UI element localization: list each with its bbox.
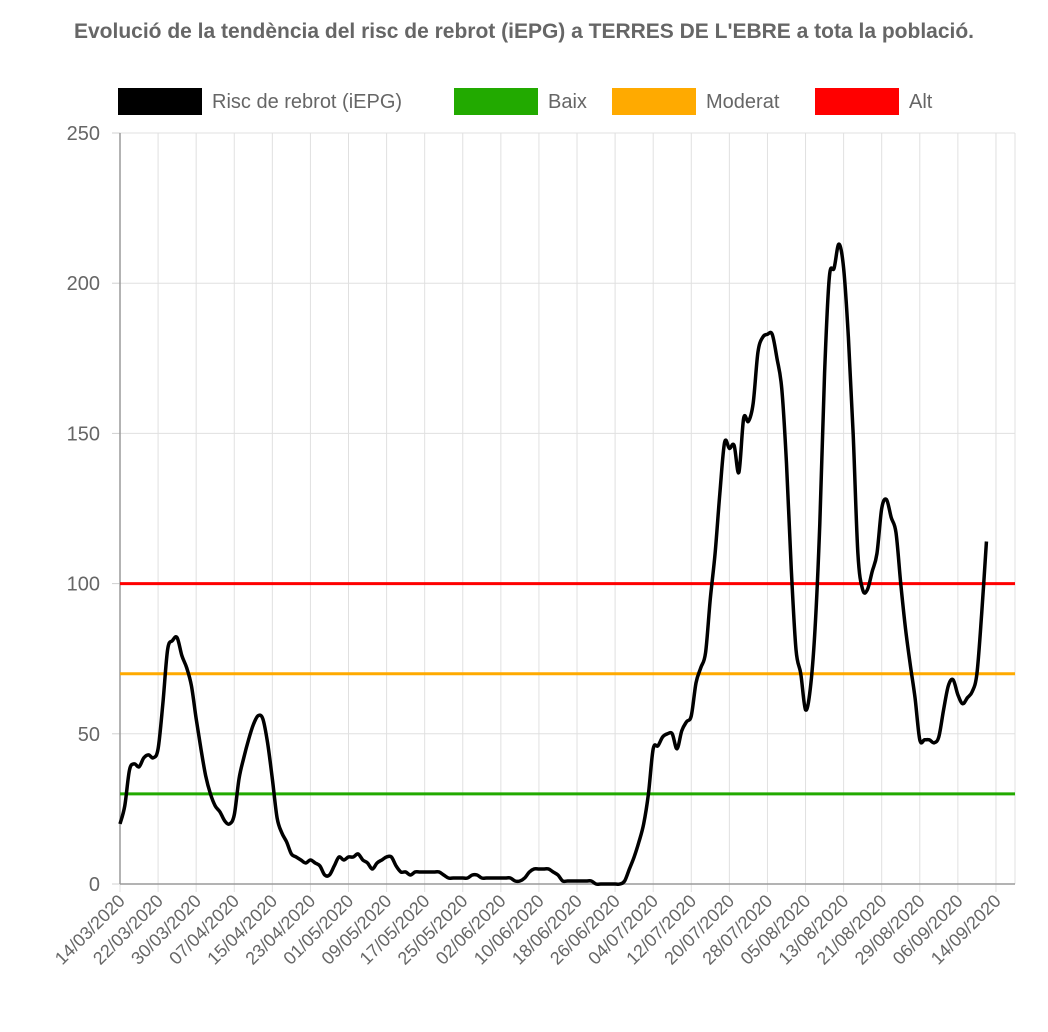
y-tick-label: 100	[67, 574, 100, 596]
y-tick-label: 50	[78, 724, 100, 746]
chart-title: Evolució de la tendència del risc de reb…	[73, 20, 975, 43]
legend-label: Alt	[909, 91, 933, 113]
threshold-lines	[120, 582, 1015, 796]
y-tick-label: 200	[67, 273, 100, 295]
legend-swatch	[612, 88, 696, 115]
axes	[119, 133, 1015, 885]
series-line-iepg	[118, 242, 989, 886]
x-axis-ticks: 14/03/202022/03/202030/03/202007/04/2020…	[51, 891, 1005, 969]
legend-swatch	[454, 88, 538, 115]
y-tick-label: 150	[67, 423, 100, 445]
y-tick-label: 250	[67, 123, 100, 145]
legend: Risc de rebrot (iEPG) Baix Moderat Alt	[118, 88, 933, 115]
legend-label: Baix	[548, 91, 587, 113]
legend-label: Risc de rebrot (iEPG)	[212, 91, 402, 113]
series-lines	[118, 242, 989, 886]
legend-swatch	[815, 88, 899, 115]
legend-label: Moderat	[706, 91, 780, 113]
y-axis-ticks: 0 50 100 150 200 250	[67, 123, 100, 896]
y-tick-label: 0	[89, 874, 100, 896]
legend-swatch	[118, 88, 202, 115]
